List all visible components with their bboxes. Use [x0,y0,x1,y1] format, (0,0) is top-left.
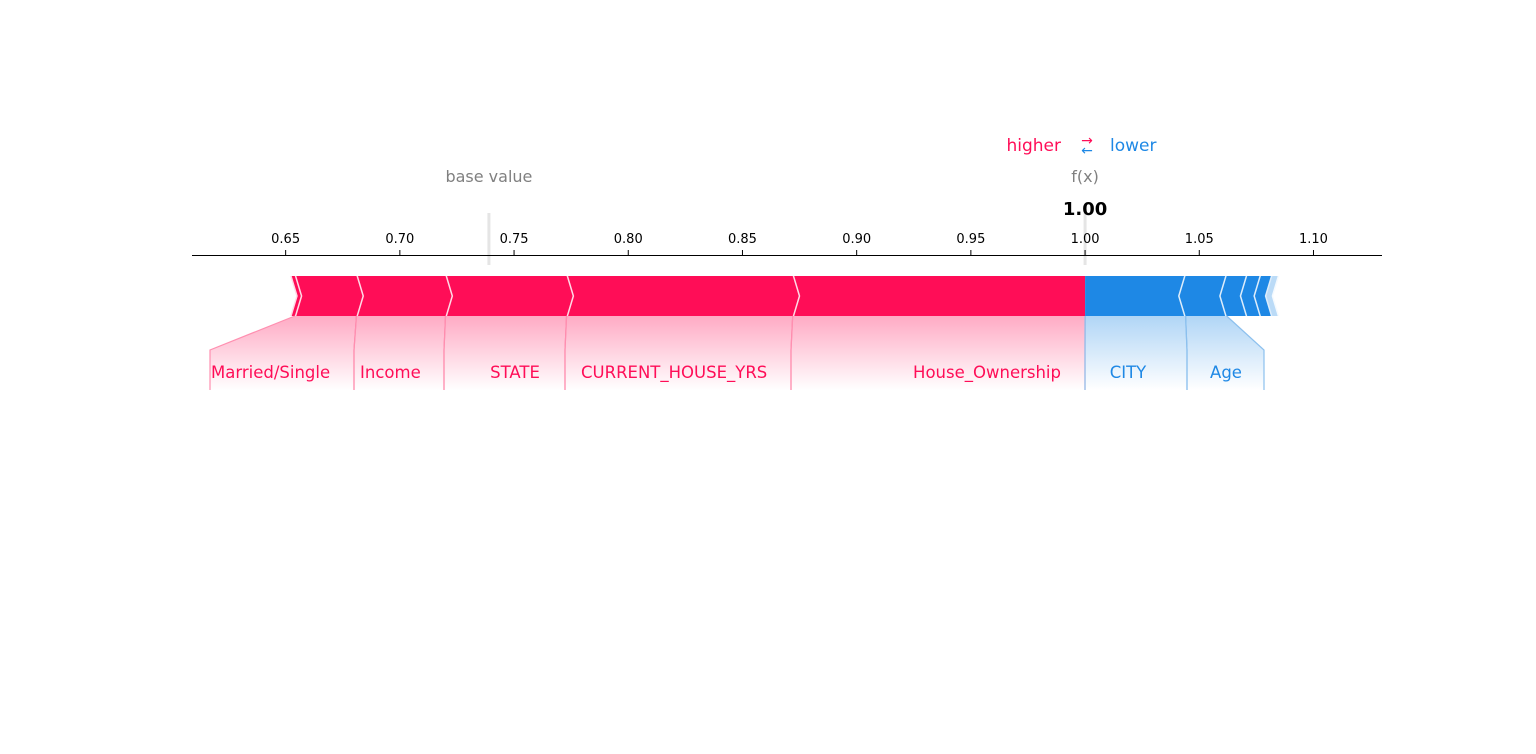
positive-bar-segment [290,276,301,316]
feature-connector [790,315,794,390]
positive-separator [288,275,298,317]
x-tick-label: 0.70 [385,232,414,247]
negative-bar-segment [1179,276,1227,316]
feature-gradient [354,316,446,390]
x-tick-label: 0.80 [614,232,643,247]
positive-bar-segment [792,276,1086,316]
feature-label: STATE [490,363,540,382]
fx-label: f(x) [1071,167,1099,186]
x-tick-label: 1.00 [1071,232,1100,247]
x-tick-label: 1.10 [1299,232,1328,247]
x-tick-label: 0.75 [500,232,529,247]
feature-connector [443,315,447,390]
positive-bar-segment [356,276,452,316]
x-axis-ticks: 0.65 0.70 0.75 0.80 0.85 0.90 0.95 1.00 1.05 1.10 [271,232,1328,256]
feature-label: Income [360,363,421,382]
feature-connectors [209,315,1265,390]
legend-arrow-higher: → [1081,133,1093,149]
feature-gradient [791,316,1086,390]
base-value-label: base value [445,167,532,186]
feature-label: CITY [1110,363,1147,382]
feature-label: CURRENT_HOUSE_YRS [581,363,767,383]
negative-bar-segment [1220,276,1248,316]
feature-gradient [444,316,567,390]
x-tick-label: 0.90 [842,232,871,247]
feature-connector [209,315,296,390]
x-tick-label: 1.05 [1185,232,1214,247]
legend-arrow-lower: ← [1081,143,1093,159]
negative-separator [1271,275,1281,317]
feature-label: Married/Single [211,363,330,382]
feature-connector [564,315,568,390]
positive-bar-segment [566,276,799,316]
positive-bar-segment [445,276,573,316]
feature-label: House_Ownership [913,363,1061,383]
feature-label: Age [1210,363,1242,382]
x-tick-label: 0.65 [271,232,300,247]
negative-bar-segment [1085,276,1186,316]
feature-labels: House_Ownership CURRENT_HOUSE_YRS STATE Inc… [211,363,1242,383]
force-bars [288,275,1281,317]
feature-gradient [565,316,793,390]
feature-connector [353,315,358,390]
output-value: 1.00 [1063,199,1107,220]
legend-lower: lower [1110,136,1156,156]
feature-connector [1184,315,1188,390]
negative-bar-segment [1241,276,1261,316]
feature-gradient [1185,316,1264,390]
negative-separator [1264,275,1274,317]
positive-bar-segment [294,276,363,316]
feature-connector [1226,315,1265,390]
x-tick-label: 0.85 [728,232,757,247]
legend-higher: higher [1006,136,1061,156]
feature-gradient [1085,316,1187,390]
x-tick-label: 0.95 [956,232,985,247]
feature-gradient [210,316,357,390]
